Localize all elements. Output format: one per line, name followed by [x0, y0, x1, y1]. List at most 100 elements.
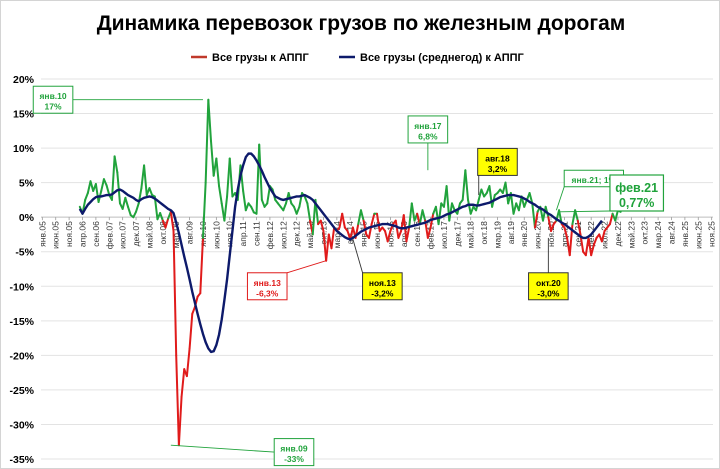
series-avg-line	[78, 152, 603, 354]
x-tick-label: май.13	[305, 221, 315, 248]
x-tick-label: дек.17	[452, 221, 462, 246]
x-tick-label: июн.10	[211, 221, 221, 249]
x-tick-label: авг.19	[506, 221, 516, 244]
series-yoy-segment	[488, 185, 494, 208]
series-yoy-segment	[592, 236, 598, 246]
x-tick-label: июн.15	[372, 221, 382, 249]
annotation-text: авг.18	[485, 153, 510, 163]
x-tick-label: ноя.05	[64, 221, 74, 247]
series-yoy-segment	[169, 210, 175, 232]
series-yoy-segment	[244, 202, 250, 212]
series-yoy-segment	[528, 192, 534, 205]
x-tick-label: дек.07	[131, 221, 141, 246]
annotation-box	[477, 147, 518, 176]
series-yoy-segment	[509, 192, 515, 215]
series-yoy-segment	[590, 243, 595, 257]
series-yoy-segment	[143, 164, 148, 197]
annotation-box	[528, 272, 569, 301]
y-tick-label: -10%	[9, 281, 34, 293]
annotation-leader	[555, 186, 565, 211]
series-yoy-segment	[394, 219, 400, 239]
series-yoy-segment	[469, 205, 475, 215]
series-yoy-segment	[175, 354, 180, 447]
x-tick-label: дек.22	[613, 221, 623, 246]
series-yoy-segment	[177, 395, 183, 447]
y-tick-label: -35%	[9, 454, 34, 466]
x-tick-label: апр.11	[238, 221, 248, 247]
x-tick-label: мар.24	[653, 221, 663, 248]
x-tick-label: авг.24	[667, 221, 677, 244]
series-yoy-segment	[547, 216, 553, 232]
series-yoy-segment	[426, 226, 432, 239]
x-tick-label: сен.16	[412, 221, 422, 247]
annotation-box	[362, 272, 403, 301]
x-tick-label: ноя.20	[546, 221, 556, 247]
chart-title: Динамика перевозок грузов по железным до…	[97, 12, 626, 35]
grid	[41, 78, 713, 460]
x-tick-label: окт.08	[158, 221, 168, 245]
series-yoy-segment	[159, 212, 164, 222]
series-yoy-segment	[207, 98, 213, 143]
series-yoy-segment	[464, 169, 470, 201]
y-tick-label: 15%	[13, 109, 35, 121]
series-yoy-segment	[576, 219, 582, 236]
x-tick-label: окт.23	[640, 221, 650, 245]
annotation-text: -3,0%	[537, 288, 560, 298]
x-tick-label: ноя.10	[225, 221, 235, 247]
series-yoy-segment	[614, 209, 619, 222]
annotation-text: 0,77%	[619, 196, 654, 210]
series-yoy-segment	[330, 226, 336, 250]
series-yoy-segment	[531, 202, 536, 229]
series-yoy-segment	[376, 212, 381, 232]
legend-label-yoy: Все грузы к АППГ	[212, 52, 309, 64]
series-yoy-segment	[255, 143, 261, 215]
series-yoy-segment	[341, 212, 346, 229]
x-tick-label: июн.25	[693, 221, 703, 249]
annotation-jan09: янв.09-33%	[170, 438, 315, 467]
series-yoy-segment	[541, 205, 547, 222]
series-yoy-segment	[116, 171, 121, 205]
series-yoy-segment	[172, 230, 178, 357]
series-yoy-segment	[306, 202, 312, 222]
series-yoy-segment	[480, 188, 486, 198]
series-yoy-segment	[84, 192, 89, 201]
annotation-feb21: фев.210,77%	[559, 174, 665, 213]
x-tick-label: сен.06	[91, 221, 101, 247]
y-tick-label: -30%	[9, 419, 34, 431]
annotation-text: янв.10	[39, 91, 66, 101]
series-yoy-segment	[105, 184, 111, 197]
annotation-text: -6,3%	[256, 288, 279, 298]
series-yoy-segment	[113, 155, 119, 174]
x-tick-label: ноя.25	[707, 221, 717, 247]
x-tick-label: окт.18	[479, 221, 489, 245]
series-yoy-segment	[397, 230, 403, 239]
series-yoy-segment	[550, 223, 555, 232]
y-axis: 20% 15% 10% 5% 0% -5% -10% -15% -20% -25% -30% -35%	[9, 74, 34, 466]
annotation-leader	[286, 260, 327, 274]
y-tick-label: 10%	[13, 143, 35, 155]
annotation-box	[407, 115, 449, 144]
series-yoy-segment	[608, 212, 614, 226]
y-tick-label: -20%	[9, 350, 34, 362]
series-yoy-segment	[504, 181, 510, 205]
x-tick-label: фев.12	[265, 221, 275, 249]
annotation-text: фев.21	[615, 181, 658, 195]
annotation-box	[609, 174, 665, 212]
y-tick-label: -15%	[9, 316, 34, 328]
annotation-leader	[559, 210, 610, 213]
series-yoy-segment	[533, 210, 539, 229]
x-tick-label: фев.07	[104, 221, 114, 249]
series-yoy-segment	[410, 202, 416, 222]
series-yoy-segment	[477, 188, 483, 201]
series-yoy-segment	[600, 230, 606, 243]
annotation-leader	[170, 444, 275, 453]
y-tick-label: -5%	[15, 247, 34, 259]
x-tick-label: дек.12	[292, 221, 302, 246]
annotation-text: янв.13	[254, 278, 281, 288]
x-tick-label: июл.07	[118, 221, 128, 249]
x-tick-label: апр.06	[77, 221, 87, 247]
annotation-text: 3,2%	[488, 164, 508, 174]
series-yoy-segment	[223, 195, 229, 222]
